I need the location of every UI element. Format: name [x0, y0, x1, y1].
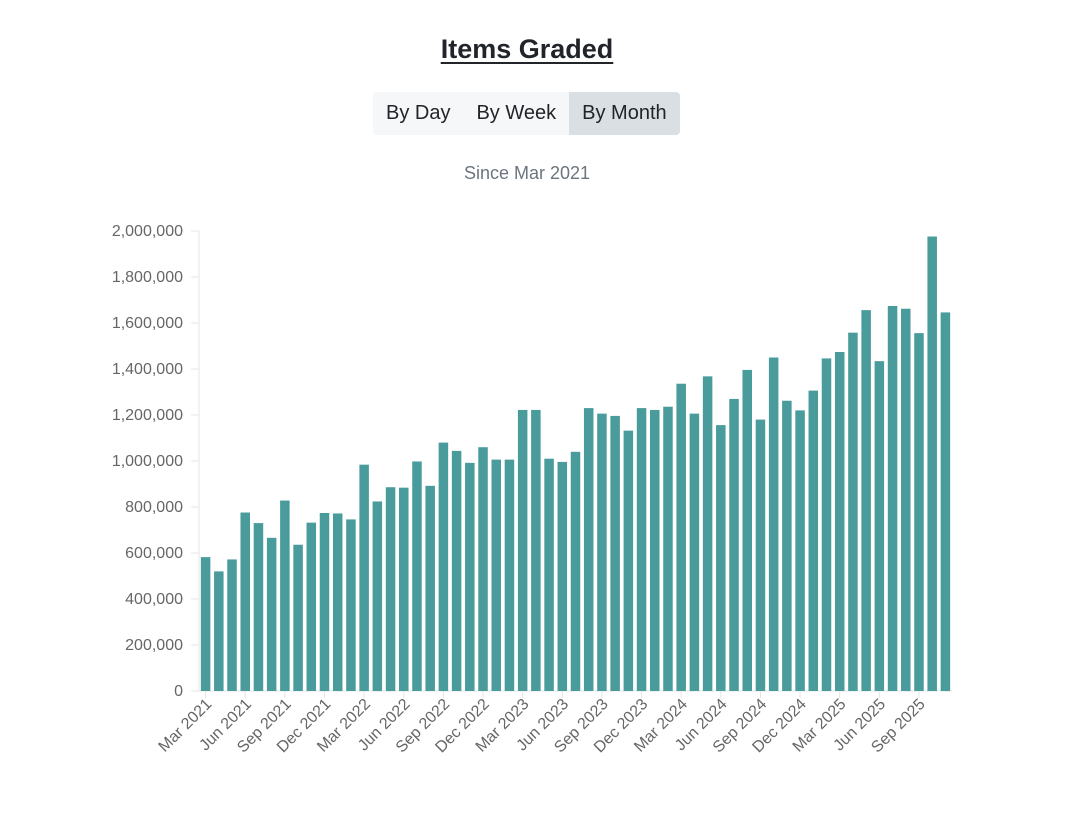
bar — [227, 559, 237, 691]
bar — [346, 519, 356, 691]
bar — [372, 501, 383, 691]
bar — [240, 512, 250, 691]
bar — [901, 308, 911, 691]
bar — [702, 376, 713, 691]
bar — [663, 406, 673, 691]
bar — [636, 408, 647, 691]
bar — [729, 398, 739, 691]
bar — [583, 408, 594, 691]
bar — [597, 413, 607, 691]
bar — [293, 544, 303, 691]
bar — [266, 537, 277, 691]
bar — [755, 419, 766, 691]
bar — [200, 557, 211, 691]
bar — [716, 425, 726, 691]
bar — [451, 450, 462, 691]
bar — [544, 458, 554, 691]
y-tick-label: 0 — [174, 683, 183, 700]
bar — [438, 442, 449, 691]
bar — [332, 513, 343, 691]
y-tick-label: 1,000,000 — [112, 453, 183, 470]
y-tick-label: 1,200,000 — [112, 407, 183, 424]
bar — [676, 383, 686, 691]
bar — [848, 332, 858, 691]
by-week-button[interactable]: By Week — [463, 92, 570, 135]
y-tick-label: 1,800,000 — [112, 269, 183, 286]
bar — [782, 400, 792, 691]
period-toggle: By Day By Week By Month — [373, 92, 680, 135]
bar — [861, 310, 871, 691]
bar — [610, 415, 620, 691]
bar — [319, 512, 330, 691]
y-tick-label: 800,000 — [125, 499, 183, 516]
bar — [808, 390, 819, 691]
bar — [570, 451, 581, 691]
bar — [742, 369, 752, 691]
by-month-button[interactable]: By Month — [569, 92, 680, 135]
bar — [821, 358, 832, 691]
bar — [531, 409, 541, 691]
y-tick-label: 1,600,000 — [112, 315, 183, 332]
bar — [253, 523, 264, 691]
bar — [214, 571, 224, 691]
bar — [517, 409, 528, 691]
bar — [412, 461, 422, 691]
chart-subtitle: Since Mar 2021 — [463, 163, 591, 183]
bar — [623, 430, 634, 691]
bar — [927, 236, 937, 691]
bar — [306, 522, 317, 691]
bar — [689, 413, 700, 691]
y-tick-label: 200,000 — [125, 637, 183, 654]
bar — [557, 461, 568, 691]
bar — [874, 361, 885, 691]
bar — [768, 357, 779, 691]
bar — [795, 410, 805, 691]
bar — [887, 305, 898, 691]
bar — [940, 312, 951, 691]
bar — [425, 485, 435, 691]
y-tick-label: 400,000 — [125, 591, 183, 608]
bar — [280, 500, 290, 691]
y-tick-label: 2,000,000 — [112, 223, 183, 240]
bar — [465, 462, 475, 691]
y-tick-label: 1,400,000 — [112, 361, 183, 378]
bar — [914, 333, 924, 691]
bar — [385, 487, 396, 691]
bar — [834, 351, 845, 691]
y-tick-label: 600,000 — [125, 545, 183, 562]
bar — [359, 464, 369, 691]
bar — [504, 459, 515, 691]
bar — [399, 487, 409, 691]
chart-title[interactable]: Items Graded — [440, 34, 614, 64]
bar — [491, 459, 501, 691]
by-day-button[interactable]: By Day — [373, 92, 464, 135]
bar — [650, 409, 660, 691]
bar — [478, 447, 488, 691]
